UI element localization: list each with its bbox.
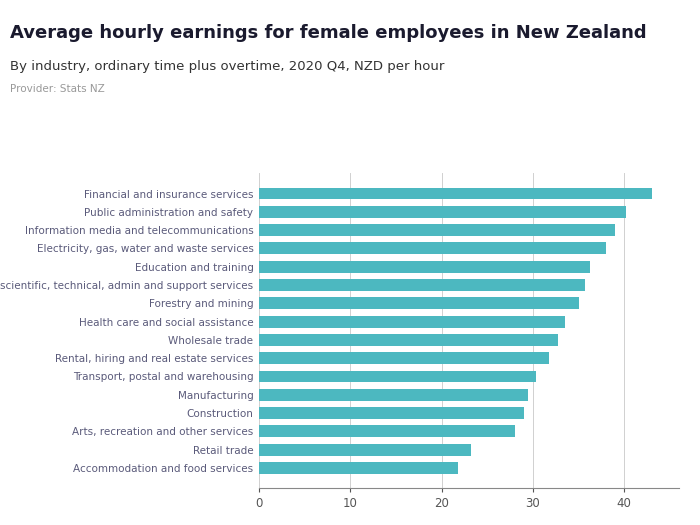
Bar — [259, 425, 514, 437]
Bar — [259, 243, 606, 254]
Bar — [259, 334, 558, 346]
Text: figure.nz: figure.nz — [588, 20, 662, 35]
Bar — [259, 187, 652, 200]
Bar — [259, 407, 524, 419]
Bar — [259, 316, 565, 328]
Bar — [259, 444, 471, 456]
Bar — [259, 261, 590, 272]
Bar — [259, 206, 626, 218]
Bar — [259, 462, 458, 474]
Bar — [259, 371, 536, 382]
Bar — [259, 224, 615, 236]
Text: Average hourly earnings for female employees in New Zealand: Average hourly earnings for female emplo… — [10, 24, 647, 41]
Bar — [259, 352, 550, 364]
Bar — [259, 279, 585, 291]
Bar — [259, 297, 580, 309]
Text: Provider: Stats NZ: Provider: Stats NZ — [10, 84, 105, 94]
Bar — [259, 389, 528, 401]
Text: By industry, ordinary time plus overtime, 2020 Q4, NZD per hour: By industry, ordinary time plus overtime… — [10, 60, 445, 74]
